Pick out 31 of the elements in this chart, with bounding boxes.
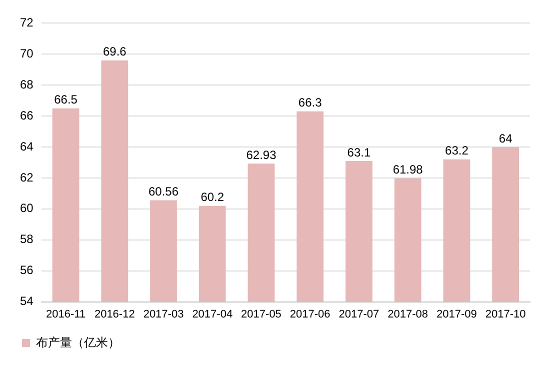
x-tick-label: 2017-07	[338, 308, 380, 320]
x-tick-label: 2017-03	[143, 308, 184, 320]
data-label: 61.98	[392, 162, 424, 177]
y-tick-label: 62	[20, 170, 34, 184]
data-label: 66.5	[54, 92, 78, 107]
data-label: 60.2	[200, 190, 224, 204]
data-label: 62.93	[246, 148, 277, 162]
x-tick-label: 2017-10	[485, 308, 526, 320]
y-tick-label: 70	[20, 46, 34, 60]
data-label: 60.56	[148, 184, 179, 199]
data-label: 69.6	[102, 44, 127, 59]
data-label: 63.2	[445, 144, 469, 158]
data-label: 63.1	[347, 145, 371, 160]
y-tick-label: 56	[20, 263, 34, 278]
x-tick-label: 2017-04	[192, 308, 233, 320]
y-tick-label: 72	[20, 16, 34, 30]
x-tick-label: 2017-05	[241, 308, 282, 320]
x-tick-label: 2017-06	[290, 308, 330, 320]
data-label: 64	[498, 131, 513, 146]
legend-label: 布产量（亿米）	[36, 335, 120, 350]
y-tick-label: 54	[20, 294, 34, 308]
y-tick-label: 66	[20, 108, 34, 122]
x-tick-label: 2017-09	[436, 308, 477, 320]
y-tick-label: 64	[20, 139, 34, 154]
x-tick-label: 2017-08	[388, 308, 428, 320]
x-tick-label: 2016-11	[46, 308, 86, 320]
y-tick-label: 58	[20, 232, 34, 246]
data-label: 66.3	[298, 96, 322, 110]
y-tick-label: 60	[20, 201, 34, 216]
y-tick-label: 68	[20, 77, 34, 92]
x-tick-label: 2016-12	[94, 308, 135, 320]
